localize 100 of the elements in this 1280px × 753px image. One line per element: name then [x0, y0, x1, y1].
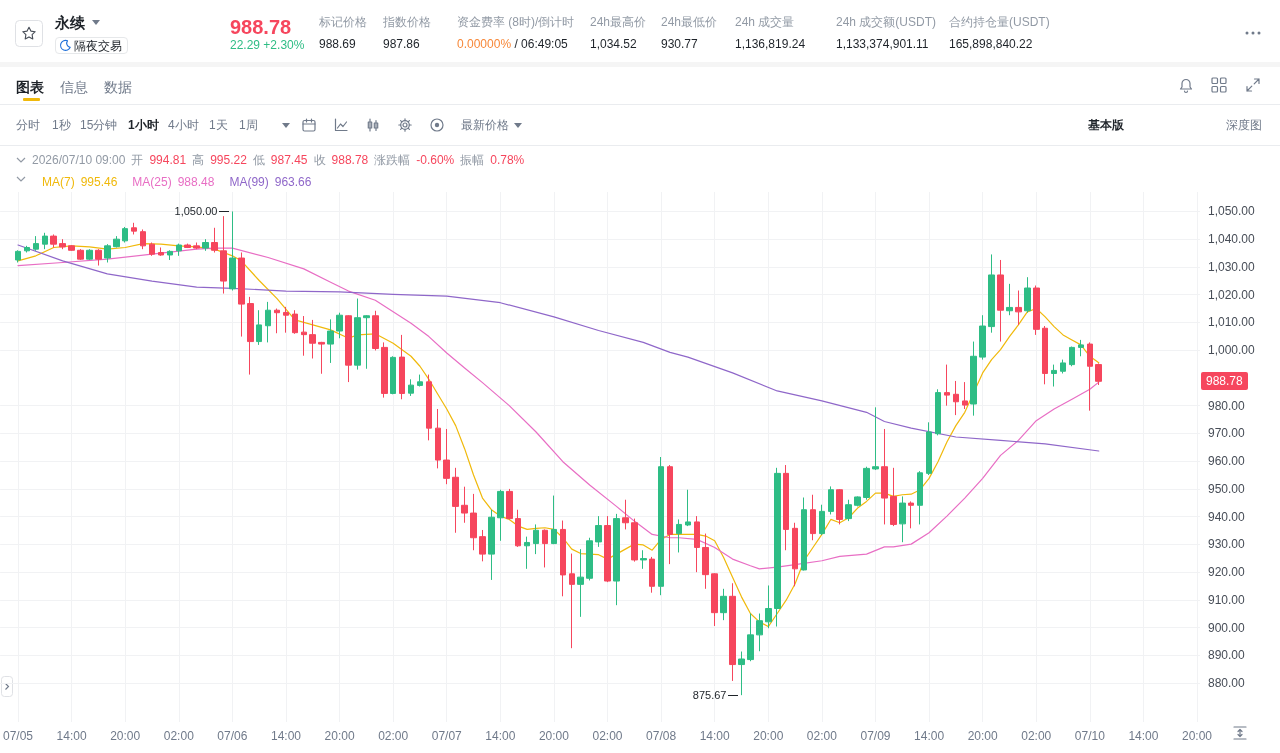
text: 2026/07/10 09:00	[32, 152, 126, 168]
candlestick	[908, 500, 914, 529]
candlestick	[970, 341, 977, 417]
candlestick	[551, 495, 557, 545]
x-tick-label: 14:00	[56, 729, 87, 743]
text: MA(99)	[229, 175, 269, 189]
y-tick-label: 900.00	[1208, 620, 1246, 635]
x-tick-label: 14:00	[914, 729, 945, 743]
text: 标记价格	[319, 14, 367, 30]
candlestick	[381, 341, 388, 399]
candlestick	[863, 466, 870, 501]
candlestick	[702, 533, 709, 590]
text: 最新价格	[461, 117, 509, 133]
text: 15分钟	[80, 117, 118, 133]
candlestick	[443, 428, 450, 485]
text: 合约持仓量(USDT)	[949, 14, 1050, 30]
text: 0.78%	[490, 152, 525, 168]
candlestick	[184, 243, 191, 249]
candlestick	[408, 378, 414, 397]
candlestick	[68, 244, 75, 252]
text: 988.78	[1201, 372, 1248, 391]
candlestick	[676, 518, 682, 553]
candlestick	[962, 381, 968, 410]
y-tick-label: 930.00	[1208, 537, 1246, 552]
text: 1秒	[52, 117, 71, 133]
candlestick	[944, 364, 950, 407]
candlestick	[113, 235, 120, 248]
candlestick	[95, 248, 102, 267]
candlestick	[533, 523, 539, 555]
candlestick	[176, 243, 182, 257]
x-tick-label: 02:00	[1021, 729, 1052, 743]
text: 995.22	[210, 152, 247, 168]
candlestick	[988, 253, 995, 334]
y-tick-label: 890.00	[1208, 648, 1246, 663]
y-tick-label: 1,050.00	[1208, 204, 1256, 219]
candlestick	[274, 308, 280, 334]
text: 4小时	[168, 117, 199, 133]
y-tick-label: 910.00	[1208, 592, 1246, 607]
candlestick	[301, 315, 307, 357]
candlestick	[756, 613, 763, 652]
text: MA(7)	[42, 175, 75, 189]
text: 指数价格	[383, 14, 431, 30]
candlestick	[497, 489, 504, 542]
candlestick	[1024, 276, 1031, 314]
x-tick-label: 02:00	[806, 729, 838, 743]
candlestick	[86, 248, 93, 261]
y-tick-label: 940.00	[1208, 509, 1246, 524]
candlestick	[953, 380, 959, 416]
text: MA(25)	[132, 175, 172, 189]
chart-subtitle: 隔夜交易	[74, 38, 122, 53]
candlestick	[926, 421, 932, 476]
y-tick-label: 1,030.00	[1208, 259, 1256, 274]
candlestick	[738, 651, 745, 696]
y-tick-label: 950.00	[1208, 481, 1246, 496]
y-tick-label: 880.00	[1208, 676, 1246, 691]
candlestick	[792, 522, 798, 587]
candlestick	[1078, 339, 1084, 357]
candlestick	[1051, 364, 1057, 388]
candlestick	[292, 309, 298, 335]
candlestick	[1087, 341, 1093, 412]
x-tick-label: 20:00	[753, 729, 784, 743]
text: 930.77	[661, 36, 698, 52]
candlestick	[435, 408, 441, 469]
text: 24h 成交量	[735, 14, 795, 30]
candlestick	[479, 529, 486, 562]
x-tick-label: 07/06	[217, 729, 248, 743]
candlestick	[604, 515, 611, 583]
candlestick	[247, 296, 254, 376]
candlestick	[238, 251, 245, 338]
candlestick	[488, 509, 495, 581]
candlestick	[640, 549, 647, 570]
annotation: 875.67	[692, 688, 727, 702]
candlestick	[810, 494, 816, 541]
candlestick	[667, 464, 673, 565]
candlestick	[1033, 285, 1040, 336]
text: 995.46	[80, 175, 118, 189]
candlestick	[685, 489, 691, 527]
candlestick	[917, 470, 923, 525]
candlestick	[595, 515, 602, 548]
candlestick	[372, 310, 379, 351]
candlestick	[470, 493, 477, 551]
candlestick	[1060, 359, 1066, 374]
candlestick	[327, 318, 334, 364]
candlestick	[1069, 346, 1075, 367]
candlestick	[765, 584, 772, 629]
text: 22.29 +2.30%	[230, 37, 305, 53]
candlestick	[586, 537, 593, 581]
candlestick	[747, 613, 754, 662]
candlestick	[515, 509, 521, 548]
candlestick	[33, 235, 39, 252]
text: 基本版	[1088, 117, 1124, 133]
text: 988.48	[177, 175, 215, 189]
text: 信息	[60, 78, 88, 96]
candlestick	[309, 319, 316, 359]
text: 1,034.52	[590, 36, 637, 52]
candlestick	[229, 210, 236, 292]
y-tick-label: 1,010.00	[1208, 315, 1256, 330]
text: 低	[252, 152, 265, 168]
candlestick	[711, 572, 718, 627]
text: 高	[192, 152, 205, 168]
